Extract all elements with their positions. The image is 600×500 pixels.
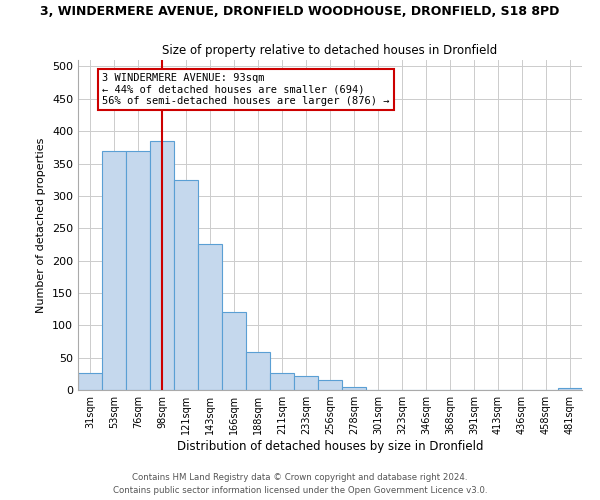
Y-axis label: Number of detached properties: Number of detached properties	[37, 138, 46, 312]
Bar	[102, 150, 126, 390]
Title: Size of property relative to detached houses in Dronfield: Size of property relative to detached ho…	[163, 44, 497, 58]
Bar	[318, 380, 342, 390]
Text: 3 WINDERMERE AVENUE: 93sqm
← 44% of detached houses are smaller (694)
56% of sem: 3 WINDERMERE AVENUE: 93sqm ← 44% of deta…	[102, 73, 389, 106]
Bar	[150, 141, 174, 390]
X-axis label: Distribution of detached houses by size in Dronfield: Distribution of detached houses by size …	[177, 440, 483, 453]
Text: Contains HM Land Registry data © Crown copyright and database right 2024.
Contai: Contains HM Land Registry data © Crown c…	[113, 474, 487, 495]
Bar	[78, 372, 102, 390]
Bar	[198, 244, 222, 390]
Bar	[342, 387, 366, 390]
Text: 3, WINDERMERE AVENUE, DRONFIELD WOODHOUSE, DRONFIELD, S18 8PD: 3, WINDERMERE AVENUE, DRONFIELD WOODHOUS…	[40, 5, 560, 18]
Bar	[294, 376, 318, 390]
Bar	[126, 150, 150, 390]
Bar	[174, 180, 198, 390]
Bar	[246, 352, 270, 390]
Bar	[222, 312, 246, 390]
Bar	[270, 372, 294, 390]
Bar	[558, 388, 582, 390]
